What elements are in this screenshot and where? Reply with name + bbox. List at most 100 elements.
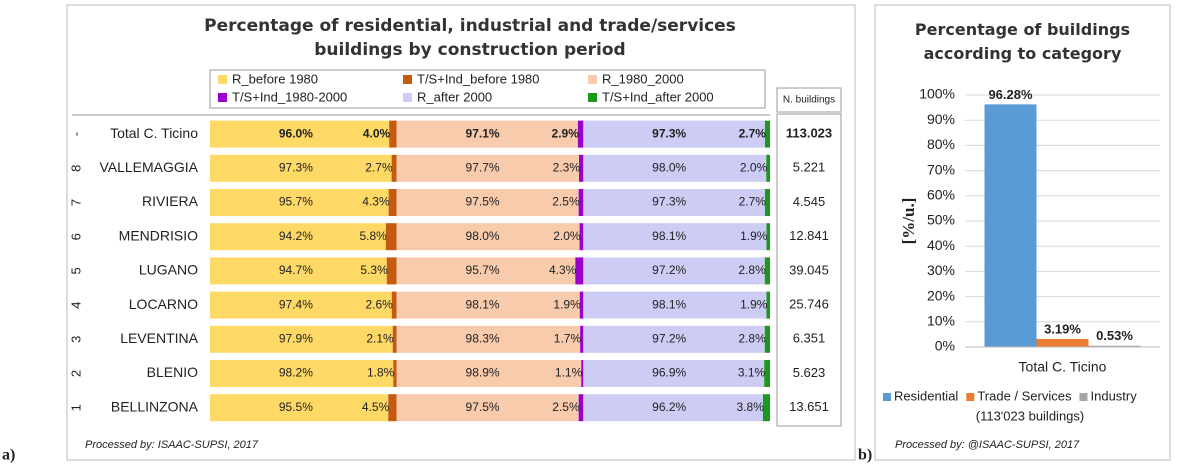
value-label: 98.1% (466, 297, 500, 311)
bar-segment (396, 257, 576, 285)
legend-label: T/S+Ind_after 2000 (602, 89, 714, 104)
bar-segment (210, 154, 392, 182)
bar-segment (396, 394, 579, 422)
n-buildings: 4.545 (793, 194, 826, 209)
category-label: LUGANO (139, 262, 198, 278)
bar-segment (583, 120, 765, 148)
value-label: 2.5% (552, 195, 580, 209)
value-label: 1.9% (740, 229, 768, 243)
value-label: 97.3% (652, 195, 686, 209)
bar-segment (583, 394, 763, 422)
value-label: 1.9% (740, 297, 768, 311)
chart-title: Percentage of buildings according to cat… (914, 20, 1131, 63)
row-number: 2 (68, 370, 83, 377)
bar-segment (764, 360, 770, 387)
bar-segment (388, 394, 397, 422)
value-label: 2.8% (738, 263, 766, 277)
value-label: 98.2% (279, 366, 313, 380)
value-label: 2.7% (739, 195, 767, 209)
value-label: 4.0% (363, 126, 391, 140)
bar-segment (391, 154, 397, 182)
bar (1088, 345, 1141, 347)
panel-label: b) (858, 447, 872, 464)
value-label: 97.5% (466, 400, 500, 414)
bar-segment (583, 360, 765, 387)
bar-segment (396, 223, 580, 251)
x-tick-label: Total C. Ticino (1019, 359, 1107, 375)
value-label: 98.1% (652, 297, 686, 311)
bar-segment (766, 291, 770, 319)
n-buildings: 6.351 (793, 331, 826, 346)
panel-frame (66, 4, 856, 461)
bar-segment (210, 223, 386, 251)
category-label: BLENIO (147, 364, 198, 380)
bar-segment (388, 189, 397, 216)
y-tick-label: 70% (927, 161, 955, 177)
legend-swatch (403, 93, 412, 102)
category-label: BELLINZONA (111, 398, 199, 414)
bar-segment (578, 189, 584, 216)
bar-segment (392, 325, 397, 353)
value-label: 5.3% (360, 263, 388, 277)
bar-segment (581, 360, 584, 387)
value-label: 97.3% (279, 160, 313, 174)
value-label: 1.9% (553, 297, 581, 311)
bar-segment (210, 257, 387, 285)
n-buildings: 5.221 (793, 160, 826, 175)
legend-swatch (588, 93, 597, 102)
bar-segment (396, 120, 578, 148)
footnote: Processed by: @ISAAC-SUPSI, 2017 (895, 439, 1080, 451)
legend-label: Industry (1091, 388, 1138, 403)
legend-label: R_after 2000 (417, 89, 492, 104)
n-buildings: 5.623 (793, 365, 826, 380)
y-tick-label: 60% (927, 187, 955, 203)
value-label: 96.2% (652, 400, 686, 414)
legend-swatch (218, 93, 227, 102)
category-label: VALLEMAGGIA (99, 159, 198, 175)
legend-label: Trade / Services (977, 388, 1072, 403)
value-label: 2.7% (739, 126, 767, 140)
value-label: 94.2% (279, 229, 313, 243)
n-buildings: 13.651 (789, 399, 829, 414)
value-label: 2.1% (366, 331, 394, 345)
legend-label: T/S+Ind_before 1980 (417, 71, 540, 86)
bar-segment (583, 223, 767, 251)
category-label: LEVENTINA (120, 330, 198, 346)
y-tick-label: 80% (927, 136, 955, 152)
value-label: 95.7% (466, 263, 500, 277)
legend-swatch (218, 75, 227, 84)
legend-swatch (403, 75, 412, 84)
value-label: 2.6% (365, 297, 393, 311)
value-label: 97.5% (466, 195, 500, 209)
value-label: 95.5% (279, 400, 313, 414)
bar-segment (583, 257, 765, 285)
bar-segment (210, 291, 392, 319)
bar-segment (393, 360, 397, 387)
y-tick-label: 40% (927, 237, 955, 253)
column-frame (776, 113, 842, 427)
value-label: 98.0% (466, 229, 500, 243)
value-label: 97.9% (279, 331, 313, 345)
value-label: 2.3% (553, 160, 581, 174)
value-label: 3.8% (737, 400, 765, 414)
legend-swatch (966, 393, 975, 401)
value-label: 96.0% (279, 126, 313, 140)
bar-segment (396, 154, 580, 182)
bar (1036, 338, 1089, 347)
bar-segment (575, 257, 584, 285)
value-label: 3.1% (738, 366, 766, 380)
bar-segment (385, 223, 397, 251)
value-label: 2.8% (738, 331, 766, 345)
value-label: 3.19% (1044, 321, 1081, 336)
value-label: 1.8% (367, 366, 395, 380)
category-label: RIVIERA (142, 193, 199, 209)
bar-segment (210, 325, 393, 353)
row-number: 1 (68, 404, 83, 411)
value-label: 4.5% (362, 400, 390, 414)
legend-swatch (883, 393, 891, 401)
y-tick-label: 100% (919, 86, 955, 102)
row-number: 8 (68, 165, 83, 172)
bar-segment (210, 394, 389, 422)
